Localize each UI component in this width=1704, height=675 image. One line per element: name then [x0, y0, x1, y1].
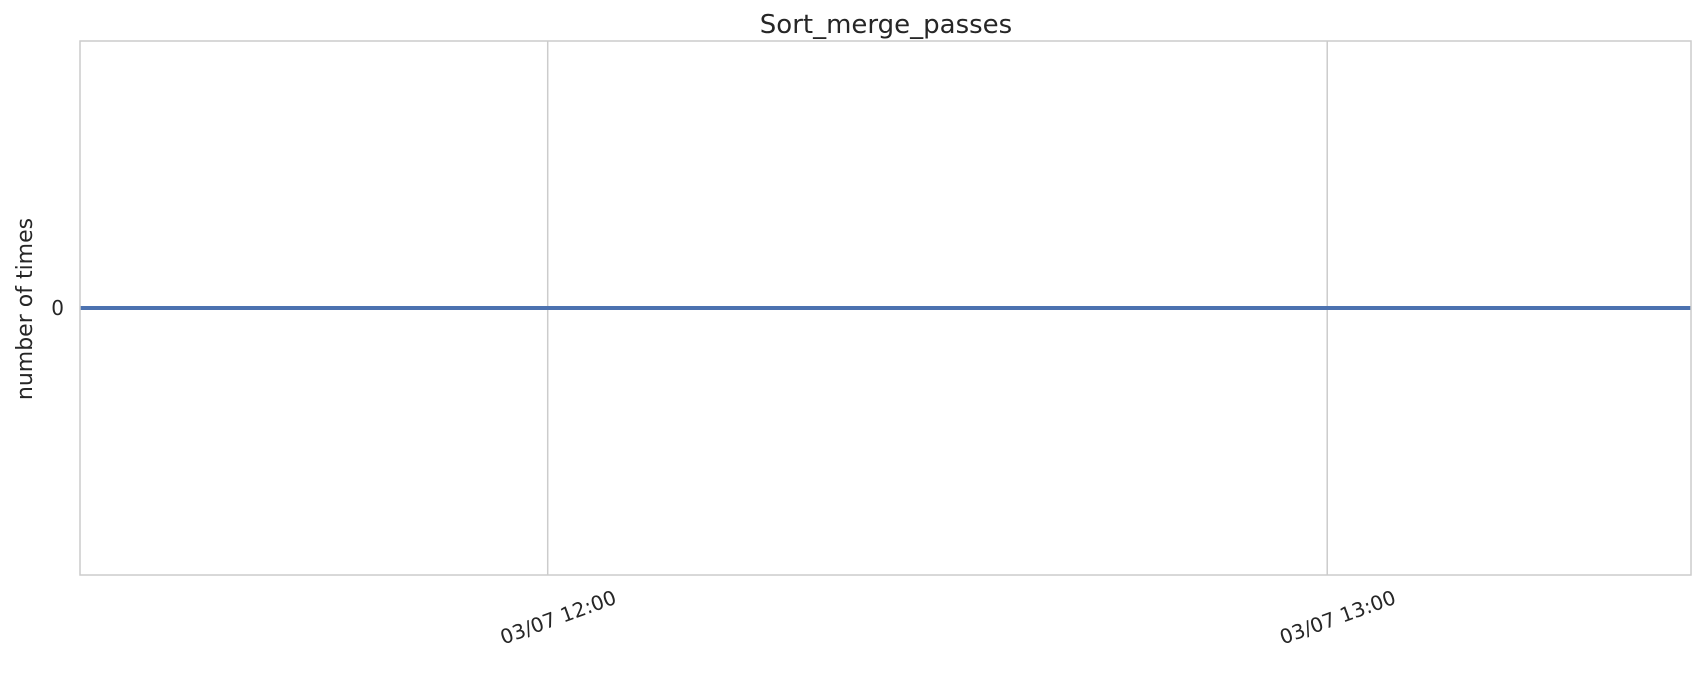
plot-frame	[79, 40, 1692, 576]
y-axis-label: number of times	[13, 218, 38, 400]
chart-title: Sort_merge_passes	[760, 10, 1012, 40]
y-tick-label: 0	[51, 296, 64, 320]
